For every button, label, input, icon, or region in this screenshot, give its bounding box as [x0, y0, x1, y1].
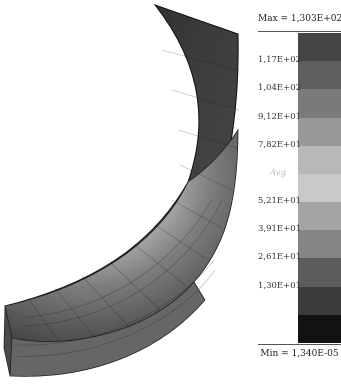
- legend-tick-label: 1,30E+01: [258, 280, 302, 291]
- legend-color-bar: 1,17E+02 1,04E+02 9,12E+01 7,82E+01 Avg 5,21E…: [258, 33, 341, 344]
- legend-tick-label: 7,82E+01: [258, 139, 302, 150]
- legend-tick-label: 2,61E+01: [258, 252, 302, 263]
- legend-top-line: [258, 31, 341, 32]
- legend-tick-label: 1,17E+02: [258, 55, 302, 66]
- mesh-lines: [13, 49, 240, 357]
- legend-tick-label: 9,12E+01: [258, 111, 302, 122]
- legend-tick-label: 1,04E+02: [258, 83, 302, 94]
- legend-tick-label: 5,21E+01: [258, 196, 302, 207]
- legend-color-cell: [298, 258, 341, 288]
- legend-color-cell: [298, 33, 341, 62]
- legend-color-cell: [298, 314, 341, 344]
- legend-color-cell: [298, 173, 341, 203]
- legend-color-cell: [298, 230, 341, 259]
- legend-color-cell: [298, 202, 341, 231]
- legend-bottom-line: [258, 344, 341, 345]
- legend-tick-label: Avg: [269, 167, 287, 178]
- curved-beam-contour-plot: [3, 3, 240, 377]
- contour-legend: Max = 1,303E+02 1,17E+02 1,04E+02 9,12E+01…: [258, 0, 341, 384]
- legend-color-cell: [298, 286, 341, 316]
- beam-bottom-strip: [9, 281, 206, 377]
- legend-color-cell: [298, 89, 341, 119]
- legend-tick-label: 3,91E+01: [258, 224, 302, 235]
- legend-min-label: Min = 1,340E-05: [260, 349, 339, 359]
- legend-color-cell: [298, 145, 341, 175]
- legend-max-label: Max = 1,303E+02: [258, 14, 341, 24]
- legend-color-cell: [298, 61, 341, 90]
- legend-color-cell: [298, 117, 341, 147]
